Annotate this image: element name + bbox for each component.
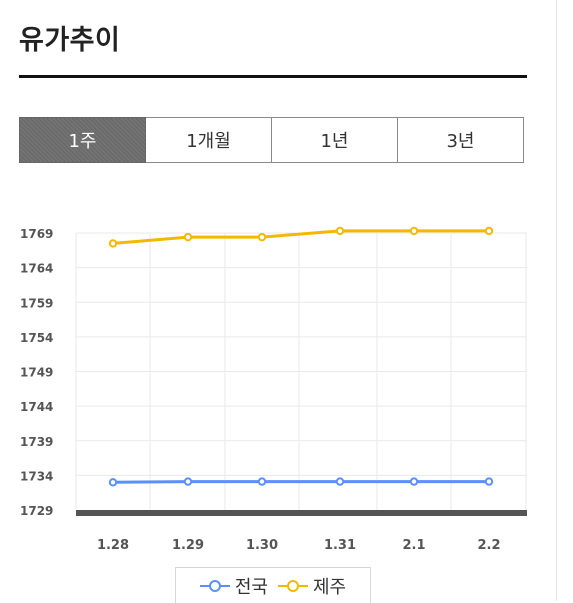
x-axis-baseline xyxy=(76,510,527,516)
title-divider xyxy=(19,75,527,78)
data-point xyxy=(257,477,267,486)
data-point xyxy=(409,226,419,236)
tab-1-month[interactable]: 1개월 xyxy=(146,117,272,163)
data-point xyxy=(183,477,193,486)
legend-label-jeju: 제주 xyxy=(313,576,347,598)
x-tick-label: 1.31 xyxy=(324,538,356,553)
legend-item-nationwide[interactable]: 전국 xyxy=(199,573,268,599)
series-line-1 xyxy=(112,229,489,245)
data-point xyxy=(484,477,494,486)
line-marker-icon xyxy=(199,579,230,592)
data-point xyxy=(257,232,267,242)
x-tick-label: 2.1 xyxy=(402,538,425,553)
data-point xyxy=(108,239,118,248)
y-tick-label: 1764 xyxy=(20,262,53,276)
page-title: 유가추이 xyxy=(19,25,121,56)
series-line-0 xyxy=(112,480,489,484)
y-tick-label: 1744 xyxy=(20,400,53,414)
y-tick-label: 1769 xyxy=(20,227,53,241)
tab-3-years[interactable]: 3년 xyxy=(398,117,524,163)
legend-item-jeju[interactable]: 제주 xyxy=(278,573,346,599)
x-tick-label: 1.30 xyxy=(246,538,278,553)
y-tick-label: 1759 xyxy=(20,296,53,310)
data-point xyxy=(335,226,345,236)
x-tick-label: 2.2 xyxy=(477,538,500,553)
data-point xyxy=(335,477,345,486)
y-tick-label: 1754 xyxy=(20,331,53,345)
data-point xyxy=(108,478,118,487)
chart-legend: 전국 제주 xyxy=(175,567,371,603)
data-point xyxy=(484,226,494,236)
legend-label-nationwide: 전국 xyxy=(234,576,268,598)
x-tick-label: 1.28 xyxy=(97,538,129,553)
y-tick-label: 1729 xyxy=(20,504,53,518)
y-tick-label: 1739 xyxy=(20,435,53,449)
panel-border xyxy=(556,0,557,601)
y-tick-label: 1734 xyxy=(20,469,53,483)
line-marker-icon xyxy=(278,579,308,592)
period-tabs: 1주 1개월 1년 3년 xyxy=(19,117,524,163)
tab-1-year[interactable]: 1년 xyxy=(272,117,398,163)
data-point xyxy=(183,232,193,242)
x-tick-label: 1.29 xyxy=(172,538,204,553)
data-point xyxy=(409,477,419,486)
tab-1-week[interactable]: 1주 xyxy=(19,117,146,163)
y-tick-label: 1749 xyxy=(20,366,53,380)
